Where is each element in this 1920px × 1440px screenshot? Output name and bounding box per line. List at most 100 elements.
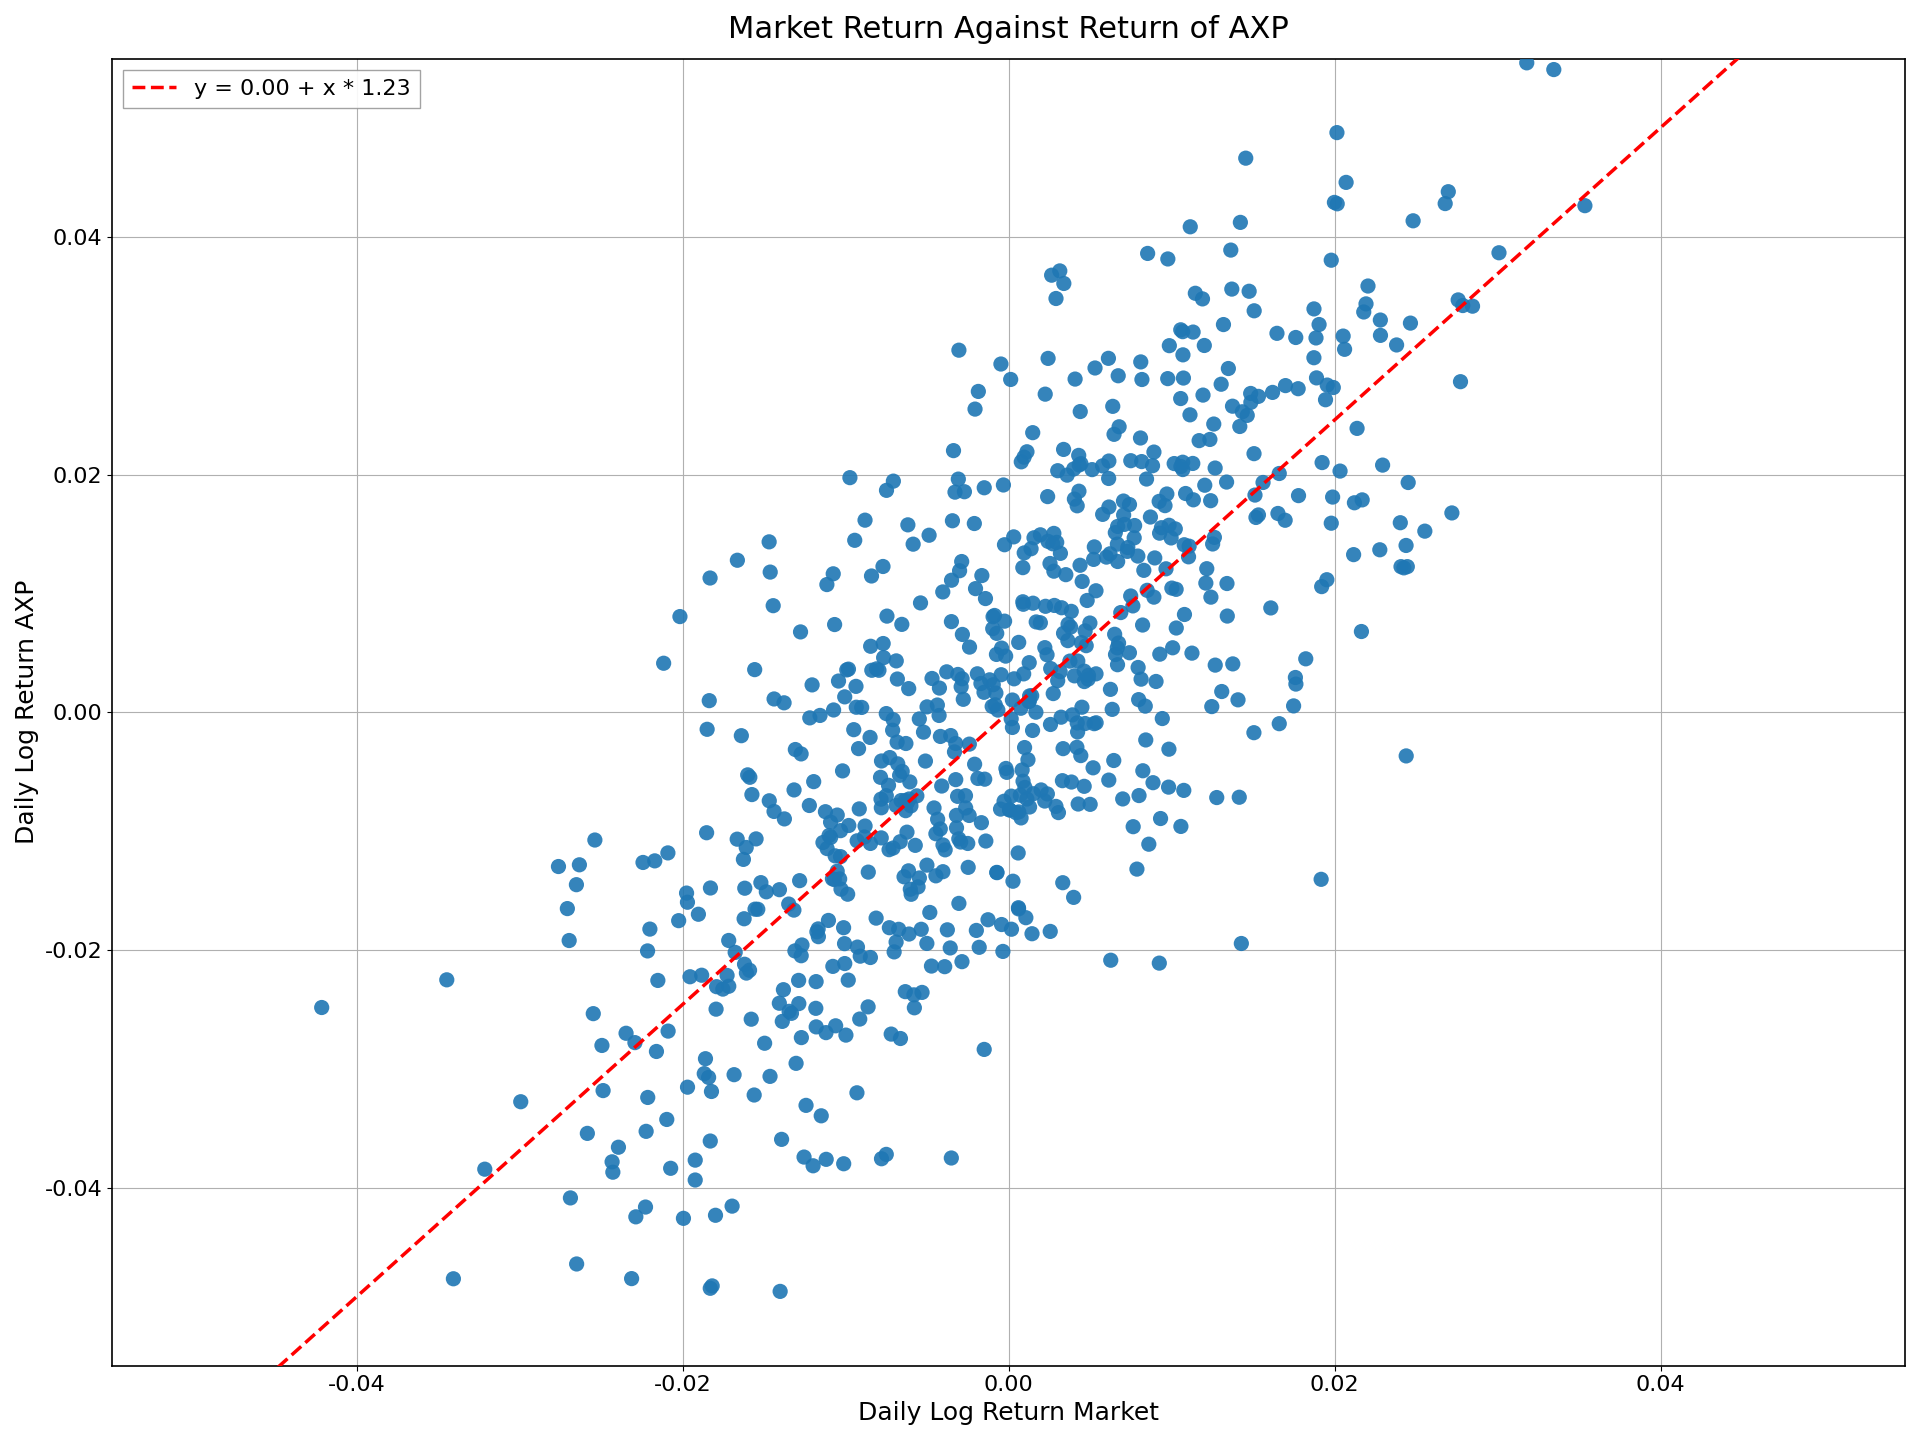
Point [1008,590,1039,613]
Point [816,811,847,834]
Point [818,955,849,978]
Point [776,1002,806,1025]
Point [758,801,789,824]
Point [1029,383,1060,406]
Point [1110,513,1140,536]
Point [1169,779,1200,802]
Point [1315,249,1346,272]
Point [995,369,1025,392]
Point [632,939,662,962]
Point [833,969,864,992]
Point [981,622,1012,645]
Point [758,687,789,710]
Point [960,397,991,420]
Point [564,854,595,877]
Point [849,825,879,848]
Point [1365,308,1396,331]
Point [1033,782,1064,805]
Point [1002,897,1033,920]
Point [730,953,760,976]
Point [831,883,862,906]
Point [716,1195,747,1218]
Point [674,965,705,988]
Point [1154,334,1185,357]
Point [1010,776,1041,799]
Point [1248,471,1279,494]
Point [695,566,726,589]
Point [876,1022,906,1045]
Point [1309,389,1340,412]
Point [1185,429,1215,452]
Point [634,917,664,940]
Point [902,785,933,808]
Point [1242,384,1273,408]
Point [1263,462,1294,485]
Point [939,439,970,462]
Point [979,603,1010,626]
Point [1016,537,1046,560]
Point [962,919,993,942]
Point [987,940,1018,963]
Point [924,677,954,700]
Point [1062,711,1092,734]
Point [801,920,831,943]
Point [1300,327,1331,350]
Point [979,693,1010,716]
Point [874,746,904,769]
Point [1004,801,1035,824]
Point [1071,634,1102,657]
Point [1002,896,1033,919]
Point [970,768,1000,791]
Point [1144,642,1175,665]
Point [977,672,1008,696]
Point [1261,321,1292,344]
Point [852,995,883,1018]
Point [943,828,973,851]
Point [722,549,753,572]
Point [1092,347,1123,370]
Point [1048,871,1079,894]
Point [1225,415,1256,438]
Point [755,789,785,812]
Point [970,829,1000,852]
Point [874,838,904,861]
Point [1386,554,1417,577]
Point [856,658,887,681]
Point [1066,400,1096,423]
Point [1102,654,1133,677]
Point [1511,52,1542,75]
Point [937,569,968,592]
Point [879,940,910,963]
Point [900,834,931,857]
Point [1114,641,1144,664]
Point [950,785,981,808]
Point [1062,649,1092,672]
Point [732,962,762,985]
Point [726,724,756,747]
Point [964,936,995,959]
Point [1039,593,1069,616]
Point [1112,540,1142,563]
Point [833,814,864,837]
Point [1018,922,1048,945]
Point [920,822,950,845]
Point [881,649,912,672]
Point [639,850,670,873]
Point [1160,517,1190,540]
Point [1029,789,1060,812]
Point [995,798,1025,821]
Point [1298,298,1329,321]
Point [973,909,1004,932]
Point [1238,721,1269,744]
Point [1008,445,1039,468]
Point [877,837,908,860]
Point [749,1031,780,1054]
Point [964,380,995,403]
Point [1442,288,1473,311]
Point [904,707,935,730]
Point [991,760,1021,783]
Point [943,338,973,361]
Point [1117,815,1148,838]
Point [829,685,860,708]
Point [1238,442,1269,465]
